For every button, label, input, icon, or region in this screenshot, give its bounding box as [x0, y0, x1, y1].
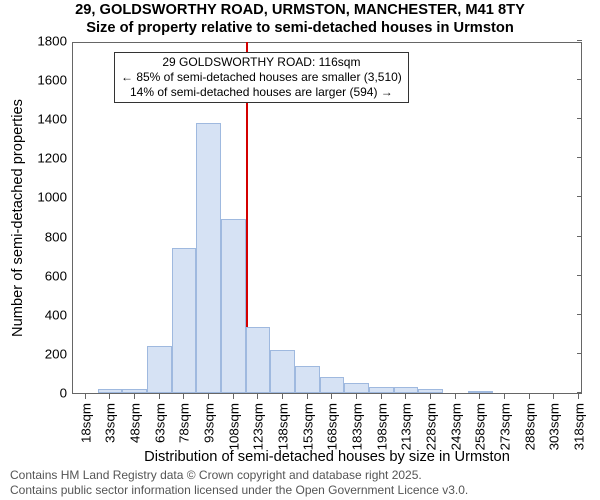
x-tick-label: 18sqm: [76, 403, 93, 443]
histogram-bar: [147, 346, 172, 393]
annotation-line-1: ← 85% of semi-detached houses are smalle…: [121, 70, 402, 85]
histogram-bar: [418, 389, 443, 393]
x-tick-label: 273sqm: [496, 403, 513, 450]
x-tick-label: 198sqm: [372, 403, 389, 450]
x-tick-label: 108sqm: [224, 403, 241, 450]
chart-title: 29, GOLDSWORTHY ROAD, URMSTON, MANCHESTE…: [0, 2, 600, 37]
y-tick-label: 0: [60, 386, 73, 401]
x-tick-label: 93sqm: [199, 403, 216, 443]
x-tick-label: 228sqm: [422, 403, 439, 450]
x-axis-label: Distribution of semi-detached houses by …: [72, 449, 582, 465]
footer-line-1: Contains public sector information licen…: [10, 483, 468, 498]
x-tick-label: 288sqm: [520, 403, 537, 450]
x-tick-label: 78sqm: [175, 403, 192, 443]
x-tick-label: 138sqm: [273, 403, 290, 450]
y-tick-label: 1000: [37, 190, 73, 205]
chart-title-line1: 29, GOLDSWORTHY ROAD, URMSTON, MANCHESTE…: [0, 2, 600, 20]
histogram-bar: [221, 219, 246, 393]
histogram-bar: [246, 327, 271, 393]
chart-container: { "title": { "line1": "29, GOLDSWORTHY R…: [0, 0, 600, 500]
x-tick-label: 33sqm: [101, 403, 118, 443]
chart-title-line2: Size of property relative to semi-detach…: [0, 20, 600, 38]
y-axis-label: Number of semi-detached properties: [10, 99, 26, 337]
annotation-box: 29 GOLDSWORTHY ROAD: 116sqm ← 85% of sem…: [114, 52, 409, 103]
x-tick-label: 63sqm: [150, 403, 167, 443]
y-tick-label: 200: [45, 346, 73, 361]
histogram-bar: [122, 389, 147, 393]
histogram-bar: [369, 387, 394, 393]
annotation-line-2: 14% of semi-detached houses are larger (…: [121, 85, 402, 100]
x-tick-label: 213sqm: [397, 403, 414, 450]
x-tick-label: 318sqm: [570, 403, 587, 450]
y-tick-label: 800: [45, 229, 73, 244]
y-tick-label: 400: [45, 307, 73, 322]
histogram-bar: [468, 391, 493, 393]
histogram-bar: [394, 387, 419, 393]
histogram-bar: [270, 350, 295, 393]
y-tick-label: 1200: [37, 151, 73, 166]
y-tick-label: 1600: [37, 73, 73, 88]
x-tick-label: 183sqm: [347, 403, 364, 450]
x-tick-label: 258sqm: [471, 403, 488, 450]
histogram-bar: [344, 383, 369, 393]
x-tick-label: 168sqm: [323, 403, 340, 450]
x-tick-label: 48sqm: [125, 403, 142, 443]
x-tick-label: 153sqm: [298, 403, 315, 450]
histogram-bar: [98, 389, 123, 393]
x-tick-label: 123sqm: [249, 403, 266, 450]
y-tick-label: 1400: [37, 112, 73, 127]
footer-line-0: Contains HM Land Registry data © Crown c…: [10, 468, 468, 483]
annotation-line-0: 29 GOLDSWORTHY ROAD: 116sqm: [121, 55, 402, 70]
footer-attribution: Contains HM Land Registry data © Crown c…: [10, 468, 468, 498]
histogram-bar: [320, 377, 345, 393]
histogram-bar: [172, 248, 197, 393]
x-tick-label: 303sqm: [545, 403, 562, 450]
y-tick-label: 1800: [37, 34, 73, 49]
y-tick-label: 600: [45, 268, 73, 283]
histogram-bar: [295, 366, 320, 393]
x-tick-label: 243sqm: [446, 403, 463, 450]
histogram-bar: [196, 123, 221, 393]
